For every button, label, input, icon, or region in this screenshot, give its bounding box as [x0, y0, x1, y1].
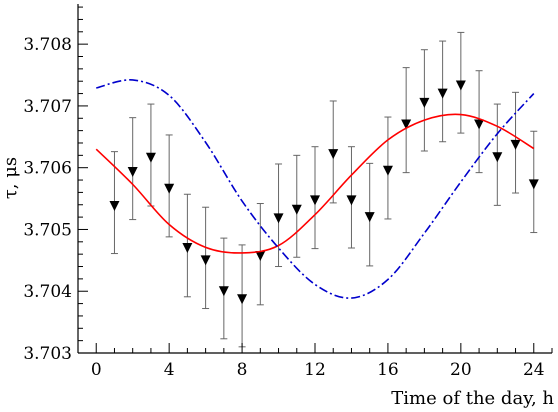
y-tick-label: 3.704: [23, 282, 72, 302]
data-point-triangle: [437, 88, 448, 99]
data-point-triangle: [109, 200, 120, 211]
data-point-triangle: [127, 167, 138, 178]
data-point-triangle: [310, 195, 320, 206]
x-tick-label: 4: [164, 360, 175, 380]
data-point-triangle: [145, 152, 156, 163]
red-fit-curve: [95, 113, 535, 254]
data-point-triangle: [382, 165, 393, 176]
data-point-triangle: [492, 152, 503, 163]
data-point-triangle: [401, 119, 412, 130]
data-point-triangle: [273, 213, 284, 224]
data-point-triangle: [455, 80, 466, 91]
x-tick-label: 20: [450, 360, 472, 380]
data-point-triangle: [510, 139, 521, 150]
series-layer: [95, 31, 539, 348]
data-point-triangle: [328, 149, 339, 160]
data-point-triangle: [474, 119, 485, 130]
axes-layer: [77, 4, 553, 354]
data-point-triangle: [419, 97, 430, 108]
y-tick-label: 3.706: [23, 159, 72, 179]
tick-labels: 0 4 8 12 16 20 24 3.703 3.704 3.705 3.706 3.707 3.70…: [23, 35, 544, 380]
data-point-triangle: [218, 286, 229, 297]
y-tick-label: 3.703: [23, 344, 72, 364]
data-point-triangle: [237, 294, 248, 305]
x-tick-label: 12: [304, 360, 326, 380]
data-point-triangle: [291, 204, 302, 215]
data-point-triangle: [528, 179, 539, 190]
data-point-triangle: [200, 255, 211, 266]
y-tick-label: 3.707: [23, 97, 72, 117]
y-tick-label: 3.708: [23, 35, 72, 55]
x-tick-label: 0: [91, 360, 102, 380]
data-point-triangle: [364, 212, 375, 223]
x-tick-label: 16: [377, 360, 399, 380]
x-axis-title: Time of the day, h: [391, 388, 554, 409]
data-point-triangle: [182, 242, 193, 253]
x-tick-label: 24: [523, 360, 545, 380]
data-point-triangle: [346, 195, 357, 206]
y-axis-title: τ, μs: [0, 157, 21, 199]
data-point-triangle: [164, 183, 175, 194]
x-tick-label: 8: [237, 360, 248, 380]
data-point-triangle: [255, 251, 266, 262]
y-tick-label: 3.705: [23, 220, 72, 240]
